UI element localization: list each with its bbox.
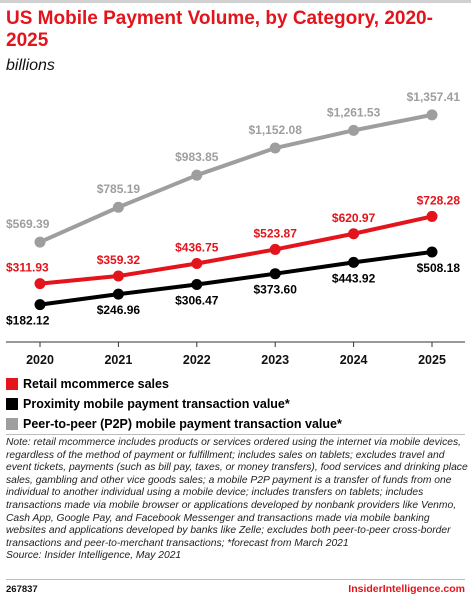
data-point-p2p (426, 109, 438, 121)
data-point-retail (191, 257, 203, 269)
data-point-retail (112, 270, 124, 282)
data-label-proximity: $182.12 (6, 314, 50, 328)
data-point-retail (426, 210, 438, 222)
data-label-proximity: $508.18 (417, 261, 461, 275)
x-tick-label: 2021 (104, 353, 132, 367)
source-text: Source: Insider Intelligence, May 2021 (6, 550, 182, 562)
top-rule (0, 0, 471, 3)
data-label-p2p: $785.19 (97, 182, 141, 196)
data-label-p2p: $983.85 (175, 150, 219, 164)
chart-note: Note: retail mcommerce includes products… (6, 437, 468, 563)
data-point-proximity (112, 288, 124, 300)
data-label-retail: $523.87 (254, 226, 298, 240)
legend-item-proximity: Proximity mobile payment transaction val… (6, 394, 342, 413)
data-point-retail (34, 278, 46, 290)
data-point-p2p (34, 236, 46, 248)
data-label-proximity: $443.92 (332, 271, 376, 285)
x-tick-label: 2024 (340, 353, 368, 367)
legend-swatch-proximity (6, 397, 18, 410)
data-label-retail: $620.97 (332, 211, 376, 225)
x-tick-label: 2020 (26, 353, 54, 367)
note-text: Note: retail mcommerce includes products… (6, 437, 468, 549)
data-point-p2p (269, 142, 281, 154)
chart-id: 267837 (6, 584, 38, 595)
series-line-p2p (38, 112, 434, 245)
brand-logo: InsiderIntelligence.com (348, 583, 465, 595)
series-line-proximity (38, 249, 434, 307)
series-line-retail (38, 214, 434, 286)
data-label-p2p: $569.39 (6, 217, 50, 231)
data-label-proximity: $246.96 (97, 303, 141, 317)
legend-item-p2p: Peer-to-peer (P2P) mobile payment transa… (6, 414, 342, 433)
chart-subtitle: billions (6, 57, 55, 74)
data-point-p2p (112, 201, 124, 213)
data-point-proximity (191, 279, 203, 291)
data-label-proximity: $373.60 (254, 283, 298, 297)
data-label-retail: $311.93 (6, 261, 49, 275)
data-point-p2p (191, 169, 203, 181)
legend-swatch-p2p (6, 417, 18, 430)
data-point-proximity (34, 299, 46, 311)
x-tick-label: 2025 (418, 353, 446, 367)
x-axis: 2020 2021 2022 2023 2024 2025 (6, 341, 465, 367)
legend-item-retail: Retail mcommerce sales (6, 374, 342, 393)
line-chart: 2020 2021 2022 2023 2024 2025 $311.93$359.32$… (6, 90, 465, 367)
footer-divider (6, 579, 465, 580)
data-label-retail: $359.32 (97, 253, 141, 267)
series-layer (34, 109, 438, 311)
legend-swatch-retail (6, 377, 18, 390)
data-label-proximity: $306.47 (175, 294, 219, 308)
legend: Retail mcommerce sales Proximity mobile … (6, 374, 342, 434)
data-label-p2p: $1,261.53 (327, 105, 381, 119)
data-point-proximity (426, 246, 438, 258)
data-label-retail: $436.75 (175, 240, 219, 254)
legend-label-proximity: Proximity mobile payment transaction val… (23, 396, 290, 411)
data-point-retail (348, 228, 360, 240)
chart-title: US Mobile Payment Volume, by Category, 2… (6, 8, 433, 51)
data-point-proximity (348, 256, 360, 268)
data-point-proximity (269, 268, 281, 280)
note-divider (6, 434, 465, 435)
data-label-retail: $728.28 (417, 193, 461, 207)
data-point-p2p (348, 124, 360, 136)
x-tick-label: 2022 (183, 353, 211, 367)
x-tick-label: 2023 (261, 353, 289, 367)
data-point-retail (269, 243, 281, 255)
data-labels: $311.93 $359.32 $436.75 $523.87 $620.97 $728.… (6, 90, 460, 328)
legend-label-retail: Retail mcommerce sales (23, 376, 169, 391)
data-label-p2p: $1,152.08 (249, 123, 303, 137)
data-label-p2p: $1,357.41 (407, 90, 461, 104)
legend-label-p2p: Peer-to-peer (P2P) mobile payment transa… (23, 416, 342, 431)
